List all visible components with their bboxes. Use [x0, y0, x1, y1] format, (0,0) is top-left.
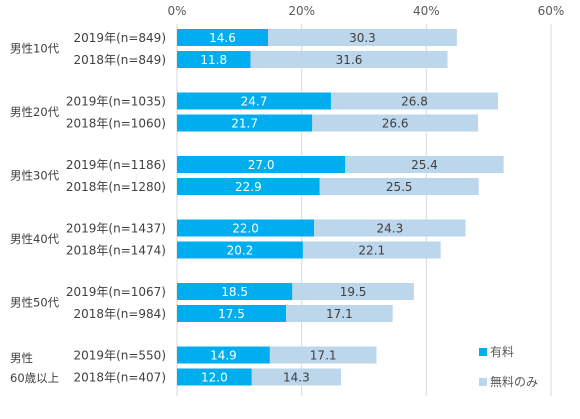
data-label: 25.5: [386, 180, 413, 194]
bar-segment: [286, 305, 393, 322]
group-label: 男性40代: [10, 232, 60, 246]
data-label: 27.0: [248, 158, 275, 172]
data-label: 11.8: [200, 53, 227, 67]
bar-segment: [177, 29, 269, 46]
group-label: 60歳以上: [10, 371, 59, 385]
group-label: 男性50代: [10, 296, 60, 310]
data-label: 12.0: [201, 371, 228, 385]
row-label: 2019年(n=1035): [66, 95, 166, 109]
data-label: 30.3: [349, 31, 376, 45]
row-label: 2019年(n=1067): [66, 285, 166, 299]
x-tick-label: 20%: [288, 4, 315, 18]
row-label: 2018年(n=984): [74, 307, 166, 321]
data-label: 22.9: [235, 180, 262, 194]
data-label: 14.3: [283, 371, 310, 385]
data-label: 17.1: [310, 349, 337, 363]
group-label: 男性10代: [10, 42, 60, 56]
bar-segment: [319, 178, 479, 195]
row-labels: 2019年(n=849) 2018年(n=849) 2019年(n=1035) 201…: [66, 31, 166, 385]
data-label: 22.1: [358, 244, 385, 258]
gridlines: [176, 24, 552, 396]
data-label: 14.6: [209, 31, 236, 45]
bar-segment: [177, 219, 315, 237]
data-label: 22.0: [232, 222, 259, 236]
bar-segment: [177, 283, 293, 300]
bar-segment: [312, 114, 479, 132]
group-label: 男性30代: [10, 169, 60, 183]
data-label: 17.1: [326, 307, 353, 321]
bar-segment: [177, 114, 313, 132]
bar-segment: [330, 92, 499, 110]
legend-label: 有料: [490, 345, 514, 359]
row-label: 2018年(n=849): [74, 53, 166, 67]
bar-segment: [345, 156, 504, 173]
bar-segment: [251, 368, 341, 386]
row-label: 2019年(n=1437): [66, 222, 166, 236]
data-label: 26.6: [382, 117, 409, 131]
bar-segment: [268, 29, 457, 46]
row-label: 2019年(n=1186): [66, 158, 166, 172]
group-label: 男性20代: [10, 105, 60, 119]
row-label: 2018年(n=407): [74, 371, 166, 385]
row-label: 2018年(n=1474): [66, 244, 166, 258]
data-label: 25.4: [411, 158, 438, 172]
data-label: 14.9: [210, 349, 237, 363]
x-axis-ticks: 0% 20% 40% 60%: [167, 4, 564, 18]
row-label: 2018年(n=1280): [66, 180, 166, 194]
data-label: 18.5: [221, 285, 248, 299]
x-tick-label: 0%: [167, 4, 186, 18]
row-label: 2019年(n=550): [74, 349, 166, 363]
bar-segment: [314, 219, 466, 237]
bar-segment: [177, 92, 331, 110]
legend-swatch: [479, 348, 487, 356]
x-tick-label: 40%: [413, 4, 440, 18]
bar-segment: [177, 346, 270, 364]
bar-segment: [250, 51, 448, 68]
data-label: 17.5: [218, 307, 245, 321]
row-label: 2018年(n=1060): [66, 117, 166, 131]
bar-segment: [269, 346, 377, 364]
bar-segment: [292, 283, 414, 300]
bars: 14.6 30.3 11.8 31.6 24.7 26.8 21.7 26.6 27.0 25.4…: [177, 29, 504, 386]
data-label: 20.2: [227, 244, 254, 258]
data-label: 24.3: [377, 222, 404, 236]
legend-label: 無料のみ: [490, 374, 538, 389]
data-label: 19.5: [340, 285, 367, 299]
bar-segment: [177, 178, 320, 195]
bar-segment: [177, 156, 346, 173]
bar-segment: [177, 51, 251, 68]
bar-segment: [177, 305, 287, 322]
data-label: 24.7: [241, 95, 268, 109]
bar-segment: [302, 241, 441, 259]
x-tick-label: 60%: [538, 4, 565, 18]
data-label: 21.7: [231, 117, 258, 131]
legend-swatch: [479, 378, 487, 386]
bar-segment: [177, 368, 252, 386]
bar-segment: [177, 241, 303, 259]
row-label: 2019年(n=849): [74, 31, 166, 45]
data-label: 31.6: [336, 53, 363, 67]
group-label: 男性: [10, 351, 33, 365]
data-label: 26.8: [401, 95, 428, 109]
